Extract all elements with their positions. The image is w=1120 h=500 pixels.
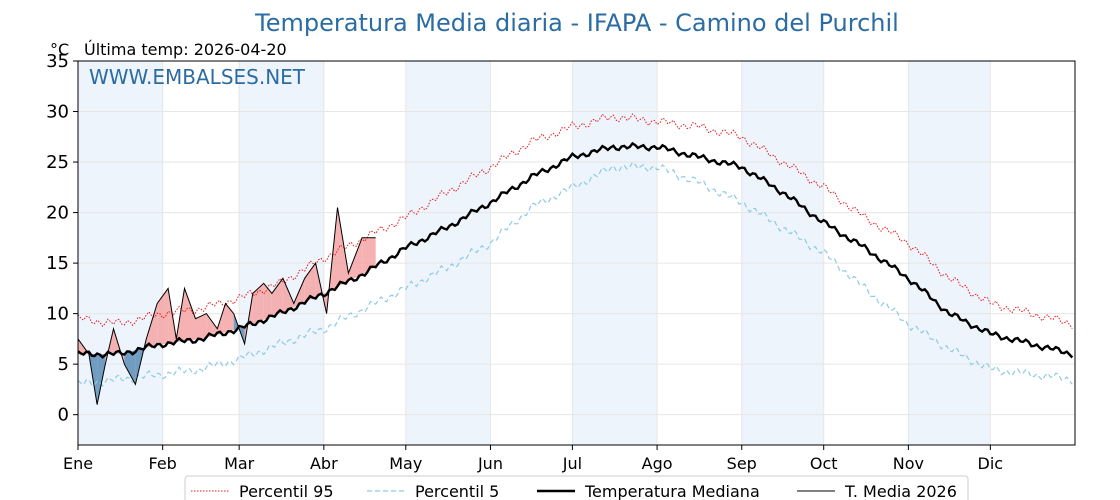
anomaly-fill-above (337, 207, 349, 287)
x-tick-label: Dic (978, 454, 1004, 473)
y-tick-label: 15 (46, 253, 69, 274)
series-temperatura-mediana (77, 141, 1074, 359)
unit-label: °C (50, 40, 69, 59)
chart-title: Temperatura Media diaria - IFAPA - Camin… (254, 9, 899, 37)
series-lines (77, 113, 1074, 405)
x-tick-label: Mar (224, 454, 255, 473)
anomaly-fill-above (271, 278, 283, 317)
month-band (572, 61, 658, 445)
legend-label: Percentil 5 (415, 482, 499, 500)
y-tick-label: 20 (46, 203, 69, 224)
x-tick-label: Jul (562, 454, 582, 473)
legend-box (184, 475, 969, 500)
series-percentil-5 (77, 161, 1073, 387)
watermark: WWW.EMBALSES.NET (89, 65, 306, 89)
anomaly-fill-above (348, 237, 363, 282)
month-band (908, 61, 991, 445)
anomaly-fill-above (157, 288, 169, 346)
month-band (405, 61, 491, 445)
anomaly-fill-above (362, 237, 376, 275)
x-tick-label: Jun (477, 454, 503, 473)
y-axis: 0 5 10 15 20 25 30 35 (46, 51, 78, 426)
anomaly-fill-above (225, 303, 234, 333)
y-tick-label: 0 (58, 405, 69, 426)
anomaly-fill-above (263, 283, 272, 320)
last-temp-label: Última temp: 2026-04-20 (84, 40, 287, 59)
legend-label: Percentil 95 (239, 482, 334, 500)
month-band (741, 61, 824, 445)
x-tick-label: Oct (810, 454, 838, 473)
legend-label: T. Media 2026 (844, 482, 957, 500)
x-tick-label: May (389, 454, 422, 473)
anomaly-fill-below (124, 350, 136, 385)
legend-label: Temperatura Mediana (584, 482, 760, 500)
y-tick-label: 5 (58, 354, 69, 375)
y-tick-label: 25 (46, 152, 69, 173)
anomaly-fill-above (146, 303, 158, 348)
anomaly-fill-above (282, 278, 294, 313)
series-t-media-2026 (77, 207, 376, 405)
x-tick-label: Ene (63, 454, 93, 473)
anomaly-fill-above (184, 288, 196, 342)
y-tick-label: 35 (46, 51, 69, 72)
x-axis: Ene Feb Mar Abr May Jun Jul Ago Sep Oct Nov Dic (63, 445, 1003, 473)
legend: Percentil 95 Percentil 5 Temperatura Media… (184, 475, 969, 500)
x-tick-label: Feb (149, 454, 177, 473)
anomaly-fill-below (97, 354, 106, 405)
x-tick-label: Abr (310, 454, 338, 473)
y-tick-label: 10 (46, 304, 69, 325)
series-percentil-95 (77, 113, 1073, 329)
anomaly-fill-above (206, 313, 218, 338)
anomaly-fill-above (304, 263, 316, 303)
x-tick-label: Sep (727, 454, 757, 473)
x-tick-label: Ago (642, 454, 673, 473)
y-tick-label: 30 (46, 102, 69, 123)
month-bands (78, 61, 991, 445)
month-band (78, 61, 163, 445)
x-tick-label: Nov (893, 454, 924, 473)
anomaly-fill-above (252, 283, 264, 324)
month-band (239, 61, 324, 445)
plot-frame (77, 60, 1076, 446)
anomaly-fill-above (195, 313, 207, 340)
